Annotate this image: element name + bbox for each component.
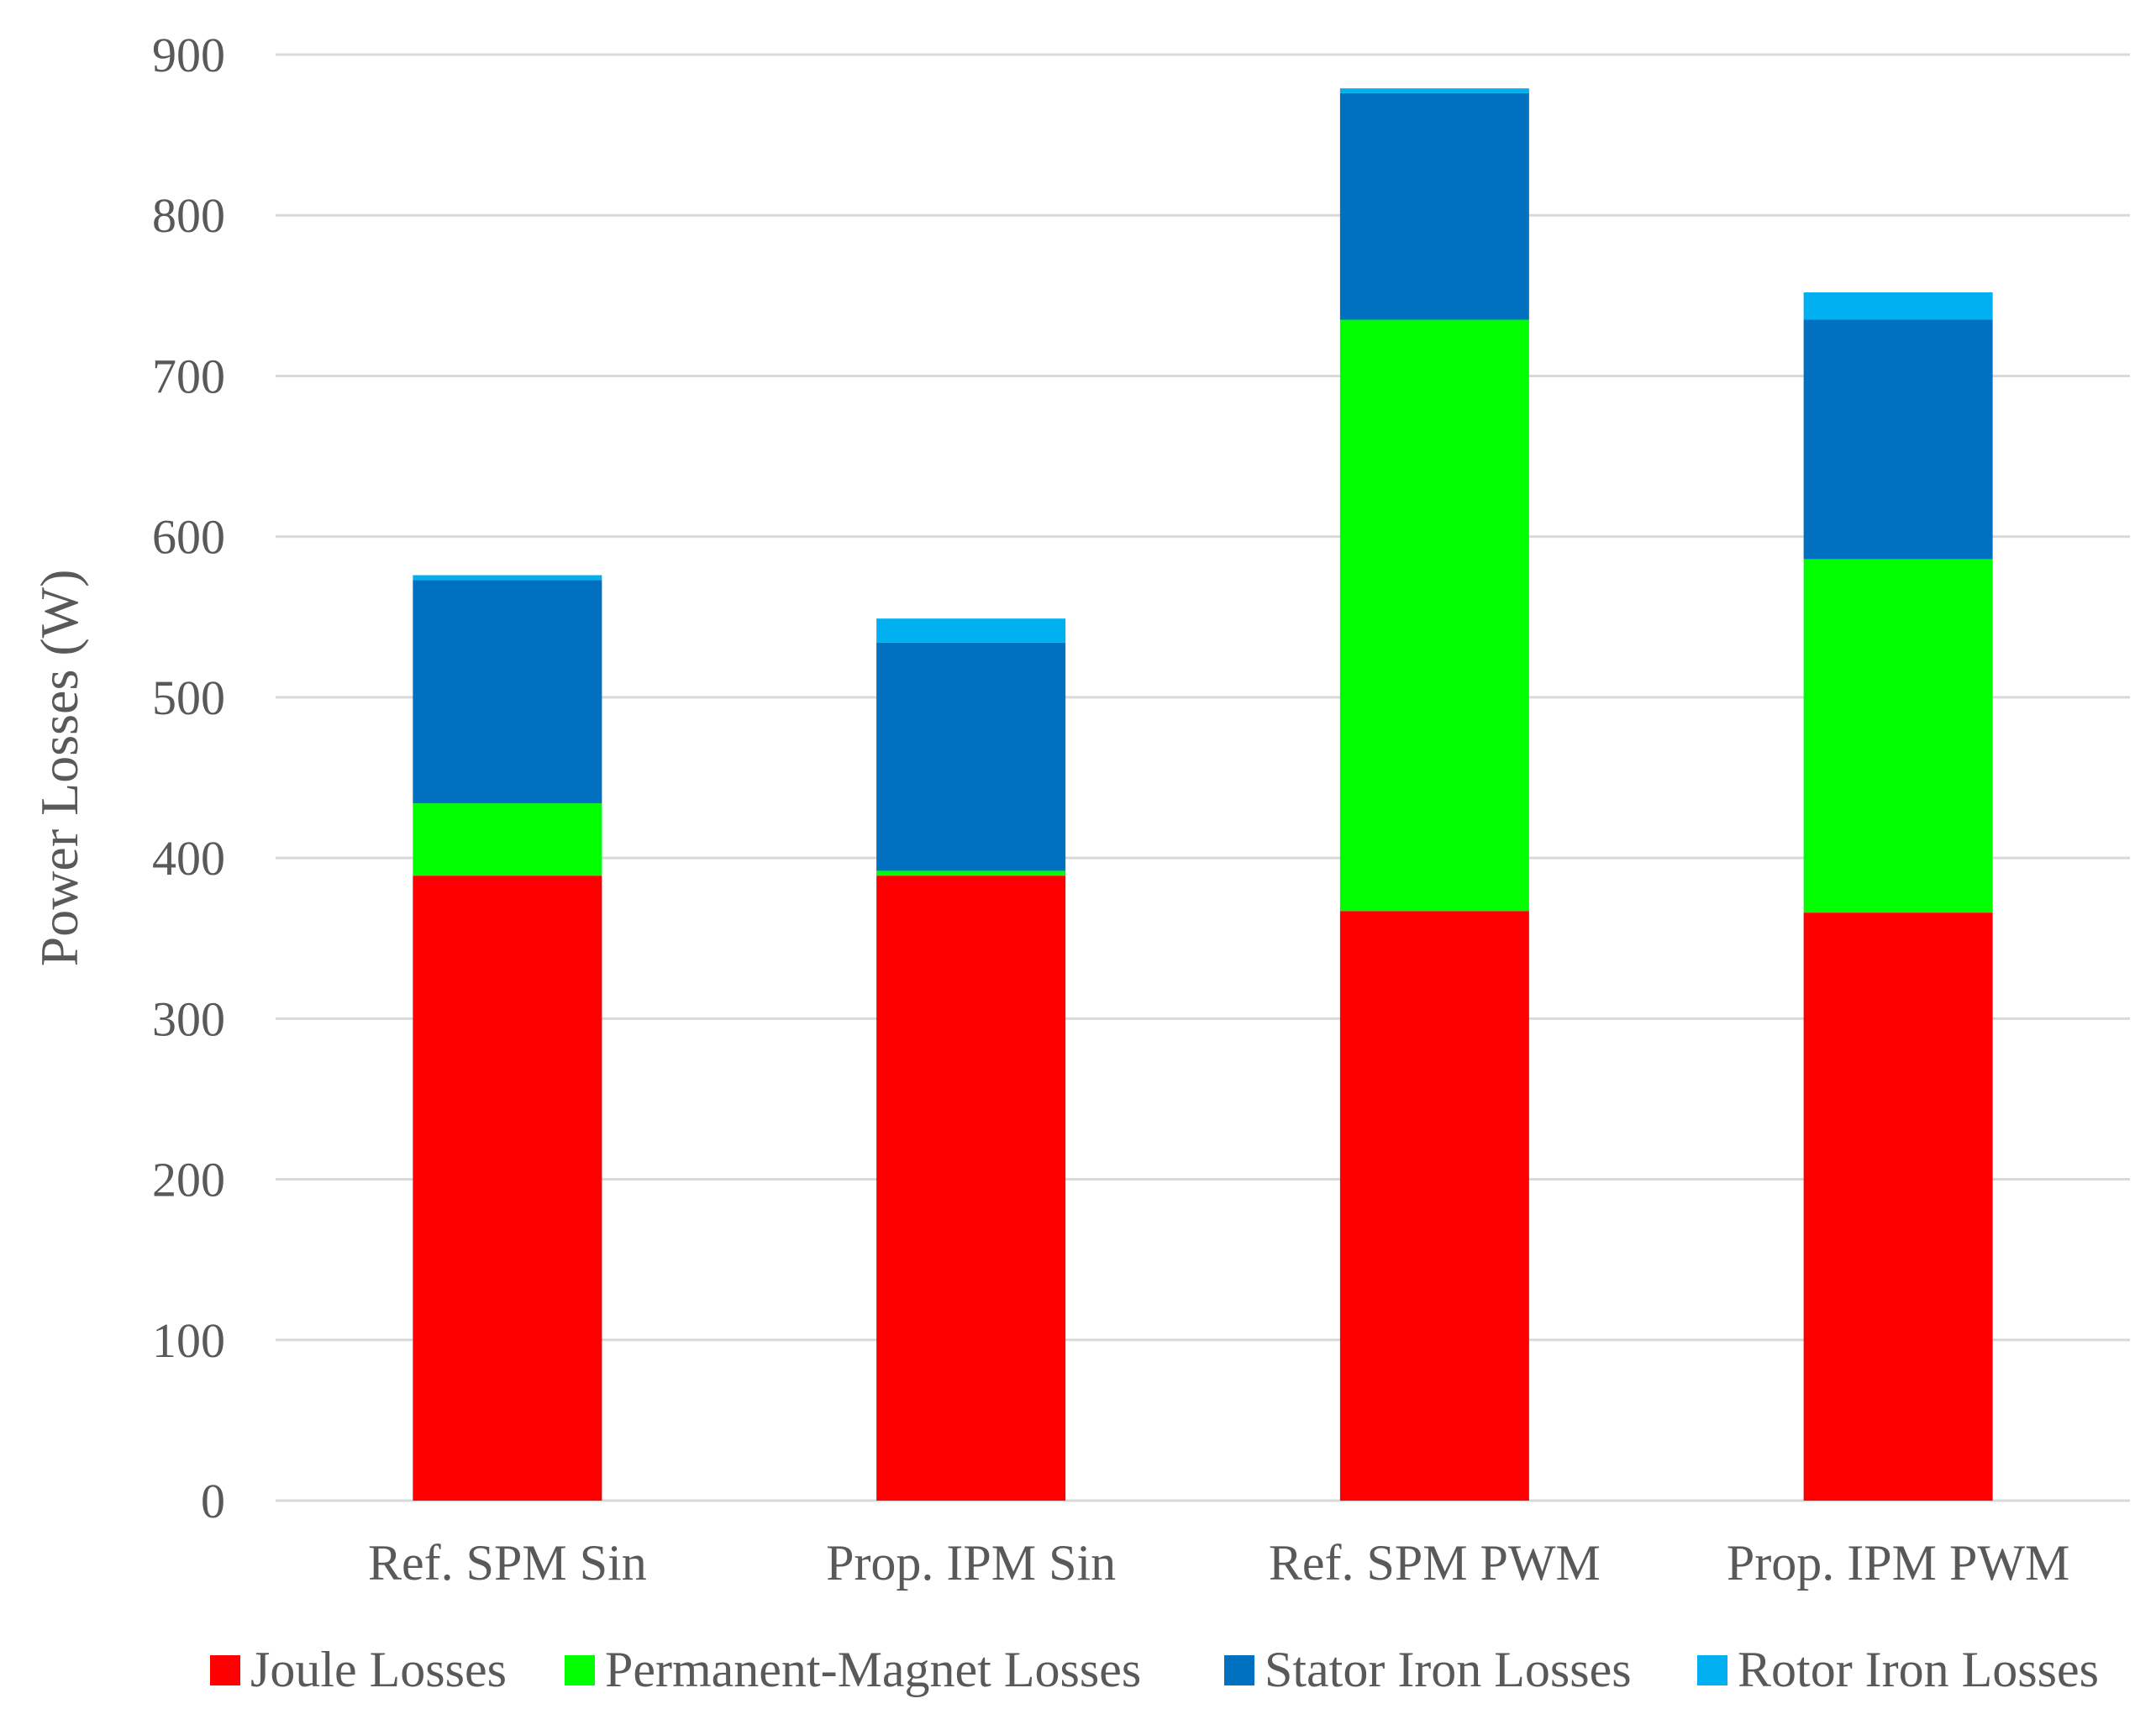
bar-segment-joule-losses [1803, 912, 1993, 1501]
bar-segment-stator-iron-losses [1803, 319, 1993, 560]
bar-segment-rotor-iron-losses [1803, 292, 1993, 320]
bar-segment-rotor-iron-losses [413, 575, 602, 581]
bar-segment-permanent-magnet-losses [876, 870, 1066, 876]
bar-segment-permanent-magnet-losses [413, 803, 602, 876]
x-category-label: Ref. SPM PWM [1269, 1535, 1601, 1591]
y-tick-label: 900 [152, 28, 225, 82]
legend-swatch [1224, 1655, 1254, 1685]
legend-label: Joule Losses [250, 1642, 507, 1697]
y-tick-label: 700 [152, 349, 225, 403]
bar-segment-joule-losses [1339, 911, 1529, 1501]
legend: Joule Losses Permanent-Magnet Losses Stato… [210, 1642, 2099, 1697]
bar-segment-stator-iron-losses [413, 580, 602, 804]
x-category-label: Prop. IPM PWM [1727, 1535, 2069, 1591]
bar-stack [1803, 292, 1993, 1501]
legend-label: Rotor Iron Losses [1738, 1642, 2099, 1697]
x-category-label: Ref. SPM Sin [368, 1535, 647, 1591]
bar-segment-stator-iron-losses [876, 642, 1066, 871]
y-tick-label: 400 [152, 831, 225, 886]
bar-segment-stator-iron-losses [1339, 92, 1529, 320]
y-tick-label: 600 [152, 510, 225, 565]
bars [413, 88, 1993, 1501]
y-tick-label: 0 [201, 1474, 225, 1528]
legend-label: Stator Iron Losses [1265, 1642, 1632, 1697]
bar-segment-permanent-magnet-losses [1339, 319, 1529, 912]
bar-stack [1339, 88, 1529, 1501]
y-tick-label: 300 [152, 991, 225, 1046]
bar-segment-permanent-magnet-losses [1803, 559, 1993, 913]
bar-stack [876, 618, 1066, 1501]
bar-segment-joule-losses [413, 876, 602, 1501]
y-tick-label: 800 [152, 188, 225, 243]
y-tick-label: 500 [152, 670, 225, 725]
legend-swatch [210, 1655, 240, 1685]
x-axis-categories: Ref. SPM Sin Prop. IPM Sin Ref. SPM PWM Pro… [368, 1535, 2069, 1591]
y-tick-label: 200 [152, 1153, 225, 1207]
bar-stack [413, 575, 602, 1501]
y-tick-label: 100 [152, 1313, 225, 1368]
bar-segment-joule-losses [876, 876, 1066, 1501]
bar-segment-rotor-iron-losses [876, 618, 1066, 643]
bar-segment-rotor-iron-losses [1339, 88, 1529, 93]
y-axis-title: Power Losses (W) [29, 570, 89, 967]
legend-label: Permanent-Magnet Losses [605, 1642, 1141, 1697]
y-axis-ticks: 0 100 200 300 400 500 600 700 800 900 [152, 28, 225, 1528]
x-category-label: Prop. IPM Sin [826, 1535, 1116, 1591]
legend-swatch [565, 1655, 595, 1685]
legend-swatch [1697, 1655, 1727, 1685]
